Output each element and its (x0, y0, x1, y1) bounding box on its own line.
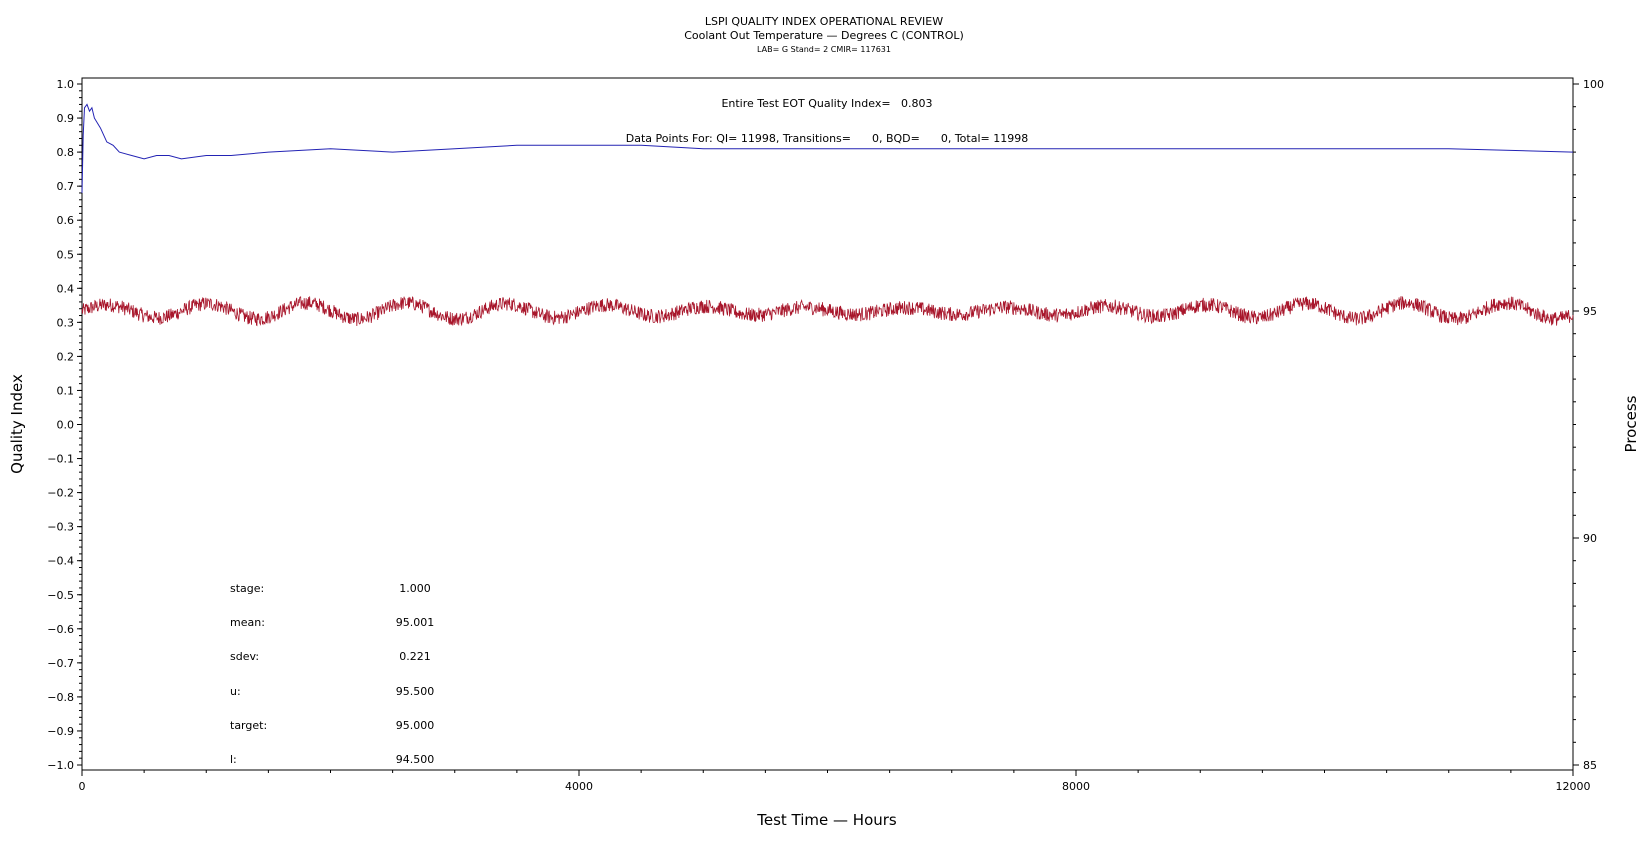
plot-frame (81, 77, 1574, 771)
x-axis-label: Test Time — Hours (756, 811, 897, 829)
y-tick-label: 0.3 (57, 316, 75, 329)
y-tick-label: −0.4 (47, 555, 74, 568)
stat-value: 0.221 (399, 650, 431, 663)
x-tick-label: 12000 (1556, 780, 1591, 793)
quality-index-series-line (81, 103, 1574, 194)
stat-label: mean: (230, 616, 265, 629)
y-axis-label: Quality Index (8, 374, 26, 474)
stat-label: l: (230, 753, 237, 766)
x-tick-label: 0 (79, 780, 86, 793)
chart-title: LSPI QUALITY INDEX OPERATIONAL REVIEW (705, 15, 943, 28)
y-tick-label: 0.0 (57, 419, 75, 432)
stat-label: target: (230, 719, 267, 732)
stats-block: stage: 1.000 mean: 95.001 sdev: 0.221 u:… (230, 582, 434, 766)
y-tick-label: −0.8 (47, 691, 74, 704)
y-tick-label: 0.8 (57, 146, 75, 159)
y-tick-label: −0.6 (47, 623, 74, 636)
x-tick-label: 4000 (565, 780, 593, 793)
y-tick-label: 0.9 (57, 112, 75, 125)
bottom-axis: 0 4000 8000 12000 (79, 770, 1591, 793)
y2-axis-label: Process (1622, 395, 1640, 452)
y-tick-label: 0.2 (57, 350, 75, 363)
y-tick-label: −0.1 (47, 453, 74, 466)
stat-value: 1.000 (399, 582, 431, 595)
y-tick-label: 0.5 (57, 248, 75, 261)
stat-label: u: (230, 685, 241, 698)
stat-value: 94.500 (396, 753, 435, 766)
left-axis: 1.0 0.9 0.8 0.7 0.6 0.5 0.4 0.3 0.2 0.1 0.0 −0.1 −0.… (47, 78, 82, 772)
stat-value: 95.000 (396, 719, 435, 732)
right-axis: 100 95 90 85 (1573, 78, 1604, 772)
stat-label: sdev: (230, 650, 259, 663)
quality-index-annotation: Entire Test EOT Quality Index= 0.803 (721, 97, 932, 110)
y-tick-label: 0.1 (57, 384, 75, 397)
chart-subtitle: Coolant Out Temperature — Degrees C (CON… (684, 29, 964, 42)
y-tick-label: 0.7 (57, 180, 75, 193)
y-tick-label: −0.2 (47, 487, 74, 500)
y-tick-label: 0.4 (57, 282, 75, 295)
stat-value: 95.500 (396, 685, 435, 698)
y-tick-label: −0.5 (47, 589, 74, 602)
x-tick-label: 8000 (1062, 780, 1090, 793)
y-tick-label: −0.9 (47, 725, 74, 738)
data-points-annotation: Data Points For: QI= 11998, Transitions=… (626, 132, 1028, 145)
process-series-line (81, 296, 1574, 327)
y-tick-label: −0.3 (47, 521, 74, 534)
y2-tick-label: 100 (1583, 78, 1604, 91)
y2-tick-label: 90 (1583, 532, 1597, 545)
y-tick-label: 1.0 (57, 78, 75, 91)
y2-tick-label: 95 (1583, 305, 1597, 318)
y-tick-label: 0.6 (57, 214, 75, 227)
y2-tick-label: 85 (1583, 759, 1597, 772)
y-tick-label: −0.7 (47, 657, 74, 670)
y-tick-label: −1.0 (47, 759, 74, 772)
stat-value: 95.001 (396, 616, 435, 629)
chart-info: LAB= G Stand= 2 CMIR= 117631 (757, 45, 891, 54)
stat-label: stage: (230, 582, 264, 595)
